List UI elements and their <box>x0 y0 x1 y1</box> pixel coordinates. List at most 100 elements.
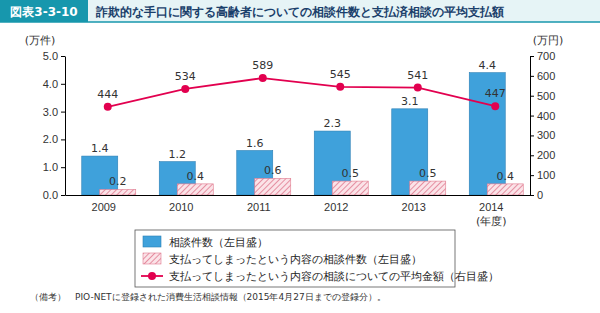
y-tick-label: 1.0 <box>43 161 58 173</box>
y2-tick-label: 500 <box>537 90 555 102</box>
data-label: 545 <box>330 68 351 81</box>
y2-tick-mark <box>530 195 534 196</box>
y2-tick-mark <box>530 135 534 136</box>
y-tick-label: 5.0 <box>43 50 58 62</box>
x-axis: 2009 2010 2011 2012 2013 2014 <box>66 195 531 213</box>
bar <box>410 181 446 195</box>
data-label: 589 <box>252 59 273 72</box>
y-axis-line <box>65 57 66 196</box>
y-tick-mark <box>61 195 65 196</box>
y2-tick-label: 700 <box>537 50 555 62</box>
y-tick: 3.0 <box>43 106 65 118</box>
y2-axis-line <box>530 57 531 196</box>
data-label: 447 <box>485 87 506 100</box>
y-tick: 4.0 <box>43 78 65 90</box>
y2-tick: 0 <box>530 189 543 201</box>
x-tick: 2012 <box>324 195 348 213</box>
data-label: 534 <box>175 70 196 83</box>
data-label: 0.4 <box>497 170 515 183</box>
y-tick-label: 4.0 <box>43 78 58 90</box>
bar <box>255 178 291 195</box>
line-marker <box>491 102 499 110</box>
line-marker <box>181 85 189 93</box>
data-label: 3.1 <box>401 95 419 108</box>
y2-tick-label: 200 <box>537 149 555 161</box>
y-tick-mark <box>61 56 65 57</box>
plot-marks <box>82 73 524 195</box>
y2-tick-mark <box>530 76 534 77</box>
x-tick: 2010 <box>169 195 193 213</box>
title-box <box>0 0 88 22</box>
y-tick: 0.0 <box>43 189 65 201</box>
y-tick-label: 3.0 <box>43 106 58 118</box>
y2-tick-mark <box>530 96 534 97</box>
bar <box>487 184 523 195</box>
line-marker <box>414 84 422 92</box>
legend-label: 支払ってしまったという内容の相談についての平均金額（右目盛） <box>169 270 499 283</box>
y2-tick: 400 <box>530 110 555 122</box>
title-label: 図表3-3-10 <box>10 5 77 19</box>
bar <box>332 181 368 195</box>
y-tick: 1.0 <box>43 161 65 173</box>
x-tick: 2011 <box>247 195 271 213</box>
y2-tick-mark <box>530 56 534 57</box>
y2-tick-mark <box>530 155 534 156</box>
data-label: 0.2 <box>109 175 127 188</box>
y2-tick-label: 100 <box>537 169 555 181</box>
x-axis-title: (年度) <box>476 215 507 228</box>
x-tick: 2014 <box>479 195 503 213</box>
y-tick-mark <box>61 167 65 168</box>
y2-tick-label: 300 <box>537 129 555 141</box>
legend-swatch <box>143 253 161 264</box>
x-tick-label: 2009 <box>92 201 116 213</box>
title-rule <box>0 21 600 23</box>
y2-tick-label: 400 <box>537 110 555 122</box>
y-tick-mark <box>61 112 65 113</box>
y2-tick: 600 <box>530 70 555 82</box>
bar <box>177 184 213 195</box>
legend-label: 相談件数（左目盛） <box>169 236 268 249</box>
x-tick: 2013 <box>402 195 426 213</box>
y2-tick-mark <box>530 175 534 176</box>
y2-tick: 100 <box>530 169 555 181</box>
x-axis-line <box>66 195 531 196</box>
data-label: 1.4 <box>91 142 109 155</box>
y-tick: 5.0 <box>43 50 65 62</box>
x-tick: 2009 <box>92 195 116 213</box>
data-labels: 1.41.21.62.33.14.40.20.40.60.50.50.44445… <box>91 59 514 189</box>
title: 詐欺的な手口に関する高齢者についての相談件数と支払済相談の平均支払額 <box>95 5 504 19</box>
data-label: 444 <box>97 88 118 101</box>
legend-swatch-marker <box>148 272 156 280</box>
legend: 相談件数（左目盛）支払ってしまったという内容の相談件数（左目盛）支払ってしまった… <box>135 230 499 287</box>
data-label: 0.4 <box>187 170 205 183</box>
title-background <box>0 0 600 22</box>
data-label: 4.4 <box>479 59 497 72</box>
bar <box>100 189 136 195</box>
x-tick-label: 2012 <box>324 201 348 213</box>
chart: 図表3-3-10 詐欺的な手口に関する高齢者についての相談件数と支払済相談の平均支… <box>0 0 600 313</box>
x-tick-label: 2013 <box>402 201 426 213</box>
line-marker <box>259 74 267 82</box>
x-tick-label: 2010 <box>169 201 193 213</box>
y2-axis-title: (万円) <box>533 34 564 47</box>
y-tick-mark <box>61 139 65 140</box>
y2-tick: 200 <box>530 149 555 161</box>
legend-swatch <box>143 236 161 247</box>
line <box>108 78 496 107</box>
y-tick-label: 0.0 <box>43 189 58 201</box>
y2-tick-label: 0 <box>537 189 543 201</box>
y2-tick: 500 <box>530 90 555 102</box>
y-tick-label: 2.0 <box>43 133 58 145</box>
data-label: 1.2 <box>169 148 187 161</box>
x-tick-label: 2011 <box>247 201 271 213</box>
data-label: 0.5 <box>419 167 437 180</box>
y-tick-mark <box>61 84 65 85</box>
x-tick-label: 2014 <box>479 201 503 213</box>
y2-tick-mark <box>530 116 534 117</box>
y-axis: 0.0 1.0 2.0 3.0 4.0 5.0 <box>43 50 66 201</box>
data-label: 2.3 <box>324 117 342 130</box>
line-marker <box>336 83 344 91</box>
line-marker <box>104 103 112 111</box>
source-note: （備考） PIO-NETに登録された消費生活相談情報（2015年4月27日までの… <box>30 292 386 302</box>
data-label: 0.5 <box>342 167 360 180</box>
